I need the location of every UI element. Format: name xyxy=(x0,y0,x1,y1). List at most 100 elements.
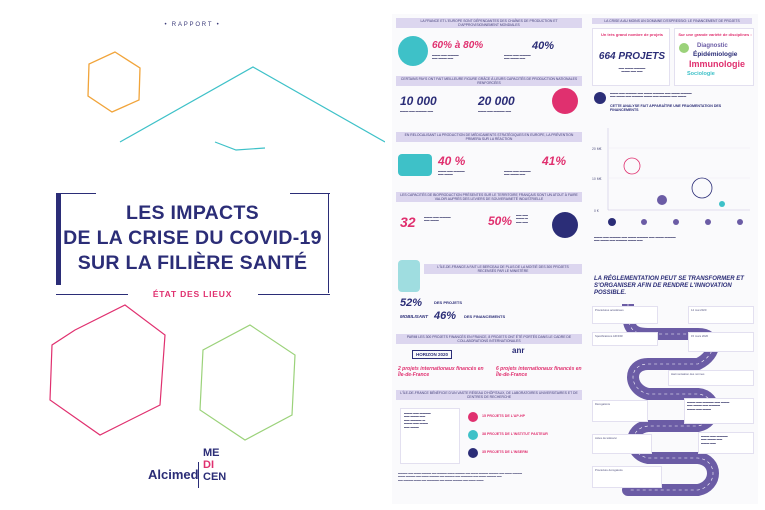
projects-card-title: Un très grand nombre de projets xyxy=(600,32,663,37)
factory-icon xyxy=(552,212,578,238)
stat-caption-1: ▬▬▬ ▬▬ ▬▬▬▬ ▬▬ ▬▬▬ ▬▬ xyxy=(432,53,459,61)
tick-10m: 10 M€ xyxy=(592,177,602,181)
funding-bubble xyxy=(691,177,713,199)
step-date-1: 14 mai 2020 xyxy=(691,308,707,312)
step-card-10: Procédure dérogatoire xyxy=(592,466,662,488)
stat-20000: 20 000 xyxy=(478,94,515,108)
disciplines-card-title: Sur une grande variété de disciplines : xyxy=(678,32,752,37)
title-frame-bottom-left xyxy=(56,294,128,296)
tick-20m: 20 M€ xyxy=(592,147,602,151)
disciplines-card: Sur une grande variété de disciplines : … xyxy=(674,28,754,86)
stat-caption-4: ▬▬▬ ▬▬ ▬▬▬▬ ▬▬ xyxy=(478,109,512,113)
stat-caption-3: ▬▬▬ ▬▬ ▬▬▬▬ ▬▬ xyxy=(400,109,434,113)
stat-46-prefix: MOBILISANT xyxy=(400,314,428,319)
analysis-caption: CETTE ANALYSE FAIT APPARAÎTRE UNE FRAGME… xyxy=(610,104,722,112)
projects-664: 664 PROJETS xyxy=(598,51,666,62)
section-band-3: EN RELOCALISANT LA PRODUCTION DE MÉDICAM… xyxy=(396,132,582,143)
legend-dot xyxy=(737,219,743,225)
title-frame-right xyxy=(328,193,330,293)
step-title-4: Dérogations xyxy=(595,402,611,406)
test-tube-icon xyxy=(552,88,578,114)
stat-52: 52% xyxy=(400,297,423,309)
legend-dot xyxy=(641,219,647,225)
step-card-7: ▬▬▬ ▬▬ ▬▬▬▬ ▬▬ ▬▬▬ ▬▬ ▬▬▬ ▬▬ ▬▬▬▬ ▬▬▬ ▬▬ ▬… xyxy=(684,398,754,424)
international-projects-a: 2 projets internationaux financés en Île… xyxy=(398,366,484,378)
step-title-2: Spécifications AFNOR xyxy=(595,334,623,338)
section-band-2: CERTAINS PAYS ONT FAIT MEILLEURE FIGURE … xyxy=(396,76,582,87)
regulation-headline: LA RÉGLEMENTATION PEUT SE TRANSFORMER ET… xyxy=(594,276,744,296)
stat-60-80: 60% à 80% xyxy=(432,40,484,51)
stat-caption-6: ▬▬▬ ▬▬ ▬▬▬▬ ▬▬ ▬▬▬ ▬▬ xyxy=(504,169,531,177)
report-label: • RAPPORT • xyxy=(164,22,221,28)
title-line-2: DE LA CRISE DU COVID-19 xyxy=(63,227,322,249)
hospital-icon xyxy=(468,412,478,422)
step-card-1: Procédures accélérées xyxy=(592,306,658,324)
legend-dot xyxy=(673,219,679,225)
title-frame-bottom-right xyxy=(258,294,330,296)
section-band-5: L'ÎLE-DE-FRANCE A FAIT LE BERCEAU DE PLU… xyxy=(424,264,582,275)
step-date-2: 15 mars 2020 xyxy=(691,334,709,338)
decorative-hexagons xyxy=(49,51,385,441)
step-card-8: Actes de télésuivi xyxy=(592,434,652,454)
stat-52-label: DES PROJETS xyxy=(434,300,463,305)
stat-10000: 10 000 xyxy=(400,94,437,108)
stat-46-label: DES FINANCEMENTS xyxy=(464,314,506,319)
word-diagnostic: Diagnostic xyxy=(697,43,728,49)
section-band-6: PARMI LES 300 PROJETS FINANCÉS EN FRANCE… xyxy=(396,334,582,345)
footnotes: ▬▬▬▬ ▬▬ ▬▬▬ ▬▬▬▬ ▬▬ ▬▬▬▬ ▬▬▬ ▬▬▬▬ ▬▬ ▬▬▬… xyxy=(398,472,523,482)
step-title-6: Procédure dérogatoire xyxy=(595,468,623,472)
title-line-1: LES IMPACTS xyxy=(126,202,259,224)
medicen-logo-top: ME xyxy=(203,447,220,459)
step-card-9: ▬▬▬ ▬▬ ▬▬▬▬ ▬▬ ▬▬▬ ▬▬ ▬▬▬ ▬▬ xyxy=(698,432,754,454)
stat-40: 40% xyxy=(532,40,555,52)
stat-32: 32 xyxy=(400,214,416,230)
step-card-3: Spécifications AFNOR xyxy=(592,332,658,346)
stat-caption-2: ▬▬▬ ▬▬ ▬▬▬▬ ▬▬ ▬▬▬ ▬▬ xyxy=(504,53,531,61)
stat-caption-5: ▬▬▬ ▬▬ ▬▬▬▬ ▬▬ ▬▬▬ xyxy=(438,169,465,177)
chart-notes: ▬▬▬ ▬▬ ▬▬▬▬ ▬▬ ▬▬▬ ▬▬▬▬ ▬▬ ▬▬▬ ▬▬▬▬ ▬▬ ▬▬… xyxy=(594,235,676,243)
stat-caption-8: ▬▬ ▬▬ ▬▬▬ ▬ ▬▬ ▬▬ xyxy=(516,213,528,224)
logo-separator xyxy=(198,462,199,488)
medicen-logo-mid: DI xyxy=(203,459,214,471)
flask-icon xyxy=(398,36,428,66)
hospital-projects-3: 35 PROJETS DE L'INSERM xyxy=(482,450,528,454)
funding-band: LA CRISE A AU MOINS UN DOMAINE D'ESPRESS… xyxy=(592,18,752,25)
section-band-1: LA FRANCE ET L'EUROPE SONT DÉPENDANTES D… xyxy=(396,18,582,29)
step-card-5: Harmonisation des normes xyxy=(668,370,754,386)
stat-50: 50% xyxy=(488,214,513,228)
tick-0: 0 € xyxy=(594,209,599,213)
stat-40-percent: 40 % xyxy=(438,154,466,168)
report-cover: • RAPPORT • LES IMPACTS DE LA CRISE DU C… xyxy=(0,22,385,488)
word-immunologie: Immunologie xyxy=(689,59,745,69)
magnifier-icon xyxy=(594,92,606,104)
infographic-right-column: LA CRISE A AU MOINS UN DOMAINE D'ESPRESS… xyxy=(588,14,758,504)
legend-dot xyxy=(608,218,616,226)
title-frame-left xyxy=(56,193,61,285)
step-title-5: Actes de télésuivi xyxy=(595,436,617,440)
flask-small-icon xyxy=(679,43,689,53)
step-card-4: 15 mars 2020 xyxy=(688,332,754,352)
truck-icon xyxy=(398,154,432,176)
stat-46: 46% xyxy=(434,310,457,322)
map-card: ▬▬▬ ▬▬ ▬▬▬▬ ▬▬ ▬▬▬ ▬▬ ▬▬ ▬▬▬▬ ▬ ▬▬▬ ▬▬ ▬▬▬ ▬… xyxy=(400,408,460,464)
report-title: LES IMPACTS DE LA CRISE DU COVID-19 SUR … xyxy=(0,201,385,276)
step-card-6: Dérogations xyxy=(592,400,648,422)
analysis-text: ▬▬▬ ▬▬ ▬▬▬▬ ▬▬ ▬▬▬ ▬▬▬▬ ▬▬ ▬▬▬ ▬▬▬▬ ▬▬ ▬▬… xyxy=(610,91,692,99)
title-frame-top-left xyxy=(56,193,96,195)
funding-bubble xyxy=(719,201,725,207)
lab-icon xyxy=(468,430,478,440)
horizon-2020-logo: HORIZON 2020 xyxy=(412,350,453,359)
infographic-left-column: LA FRANCE ET L'EUROPE SONT DÉPENDANTES D… xyxy=(392,14,588,504)
step-title-3: Harmonisation des normes xyxy=(671,372,705,376)
medicen-logo: ME DI CEN xyxy=(203,447,231,483)
title-line-3: SUR LA FILIÈRE SANTÉ xyxy=(77,252,308,274)
section-band-7: L'ÎLE-DE-FRANCE BÉNÉFICIE D'UN VASTE RÉS… xyxy=(396,390,582,401)
research-icon xyxy=(468,448,478,458)
stat-41: 41% xyxy=(542,154,567,168)
alcimed-logo: Alcimed xyxy=(148,467,199,482)
funding-bubble xyxy=(657,195,667,205)
funding-chart: 0 € 10 M€ 20 M€ xyxy=(592,128,750,226)
projects-count-card: Un très grand nombre de projets 664 PROJ… xyxy=(592,28,670,86)
medicen-logo-bottom: CEN xyxy=(203,471,227,483)
hospital-projects-1: 15 PROJETS DE L'AP-HP xyxy=(482,414,525,418)
